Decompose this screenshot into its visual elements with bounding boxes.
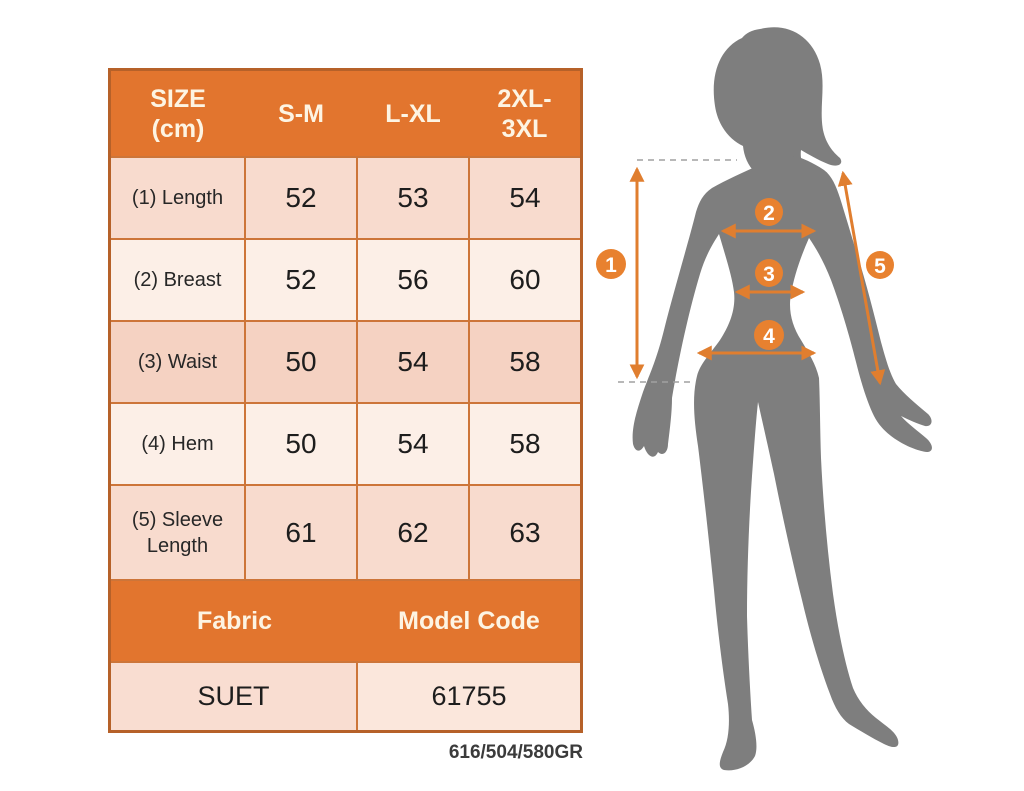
value-sleeve-lxl: 62 [358, 486, 468, 579]
header-size-line1: SIZE [150, 84, 206, 113]
row-label-sleeve: (5) Sleeve Length [111, 486, 244, 579]
value-hem-lxl: 54 [358, 404, 468, 484]
marker-5-label: 5 [874, 255, 886, 278]
header-2xl-line2: 3XL [501, 114, 548, 143]
value-breast-2xl: 60 [470, 240, 580, 320]
header-2xl-line1: 2XL- [497, 84, 552, 113]
header-size-line2: (cm) [151, 114, 205, 143]
model-code-value: 61755 [358, 663, 580, 730]
fabric-modelcode-header-row: Fabric Model Code [111, 581, 580, 661]
row-label-waist: (3) Waist [111, 322, 244, 402]
measurement-marker-3: 3 [755, 259, 783, 287]
silhouette-body [632, 156, 932, 771]
header-l-xl: L-XL [357, 71, 469, 156]
measurement-marker-4: 4 [754, 320, 784, 350]
measurement-marker-5: 5 [866, 251, 894, 279]
value-breast-lxl: 56 [358, 240, 468, 320]
row-label-length: (1) Length [111, 158, 244, 238]
value-waist-lxl: 54 [358, 322, 468, 402]
measurement-figure: 1 2 3 4 5 [596, 27, 932, 771]
silhouette-head [713, 27, 842, 176]
header-2xl-3xl: 2XL- 3XL [469, 71, 580, 156]
header-l-xl-label: L-XL [385, 99, 441, 128]
value-waist-sm: 50 [246, 322, 356, 402]
value-waist-2xl: 58 [470, 322, 580, 402]
marker-2-label: 2 [763, 202, 775, 225]
model-code-header: Model Code [398, 606, 540, 635]
header-s-m-label: S-M [278, 99, 324, 128]
arrow-5-sleeve [837, 170, 886, 386]
header-s-m: S-M [245, 71, 357, 156]
value-hem-sm: 50 [246, 404, 356, 484]
fabric-value: SUET [111, 663, 356, 730]
measurement-marker-2: 2 [755, 198, 783, 226]
measurement-marker-1: 1 [596, 249, 626, 279]
value-length-sm: 52 [246, 158, 356, 238]
table-header-row: SIZE (cm) S-M L-XL 2XL- 3XL [111, 71, 580, 156]
fabric-header: Fabric [196, 606, 273, 635]
row-label-breast: (2) Breast [111, 240, 244, 320]
value-length-2xl: 54 [470, 158, 580, 238]
value-hem-2xl: 58 [470, 404, 580, 484]
product-code-footnote: 616/504/580GR [448, 742, 583, 763]
size-table: SIZE (cm) S-M L-XL 2XL- 3XL (1) Length 5… [108, 68, 583, 733]
header-size-cm: SIZE (cm) [111, 71, 245, 156]
value-breast-sm: 52 [246, 240, 356, 320]
marker-4-label: 4 [763, 325, 775, 348]
value-sleeve-2xl: 63 [470, 486, 580, 579]
value-sleeve-sm: 61 [246, 486, 356, 579]
marker-3-label: 3 [763, 263, 775, 286]
marker-1-label: 1 [605, 254, 617, 277]
row-label-hem: (4) Hem [111, 404, 244, 484]
value-length-lxl: 53 [358, 158, 468, 238]
